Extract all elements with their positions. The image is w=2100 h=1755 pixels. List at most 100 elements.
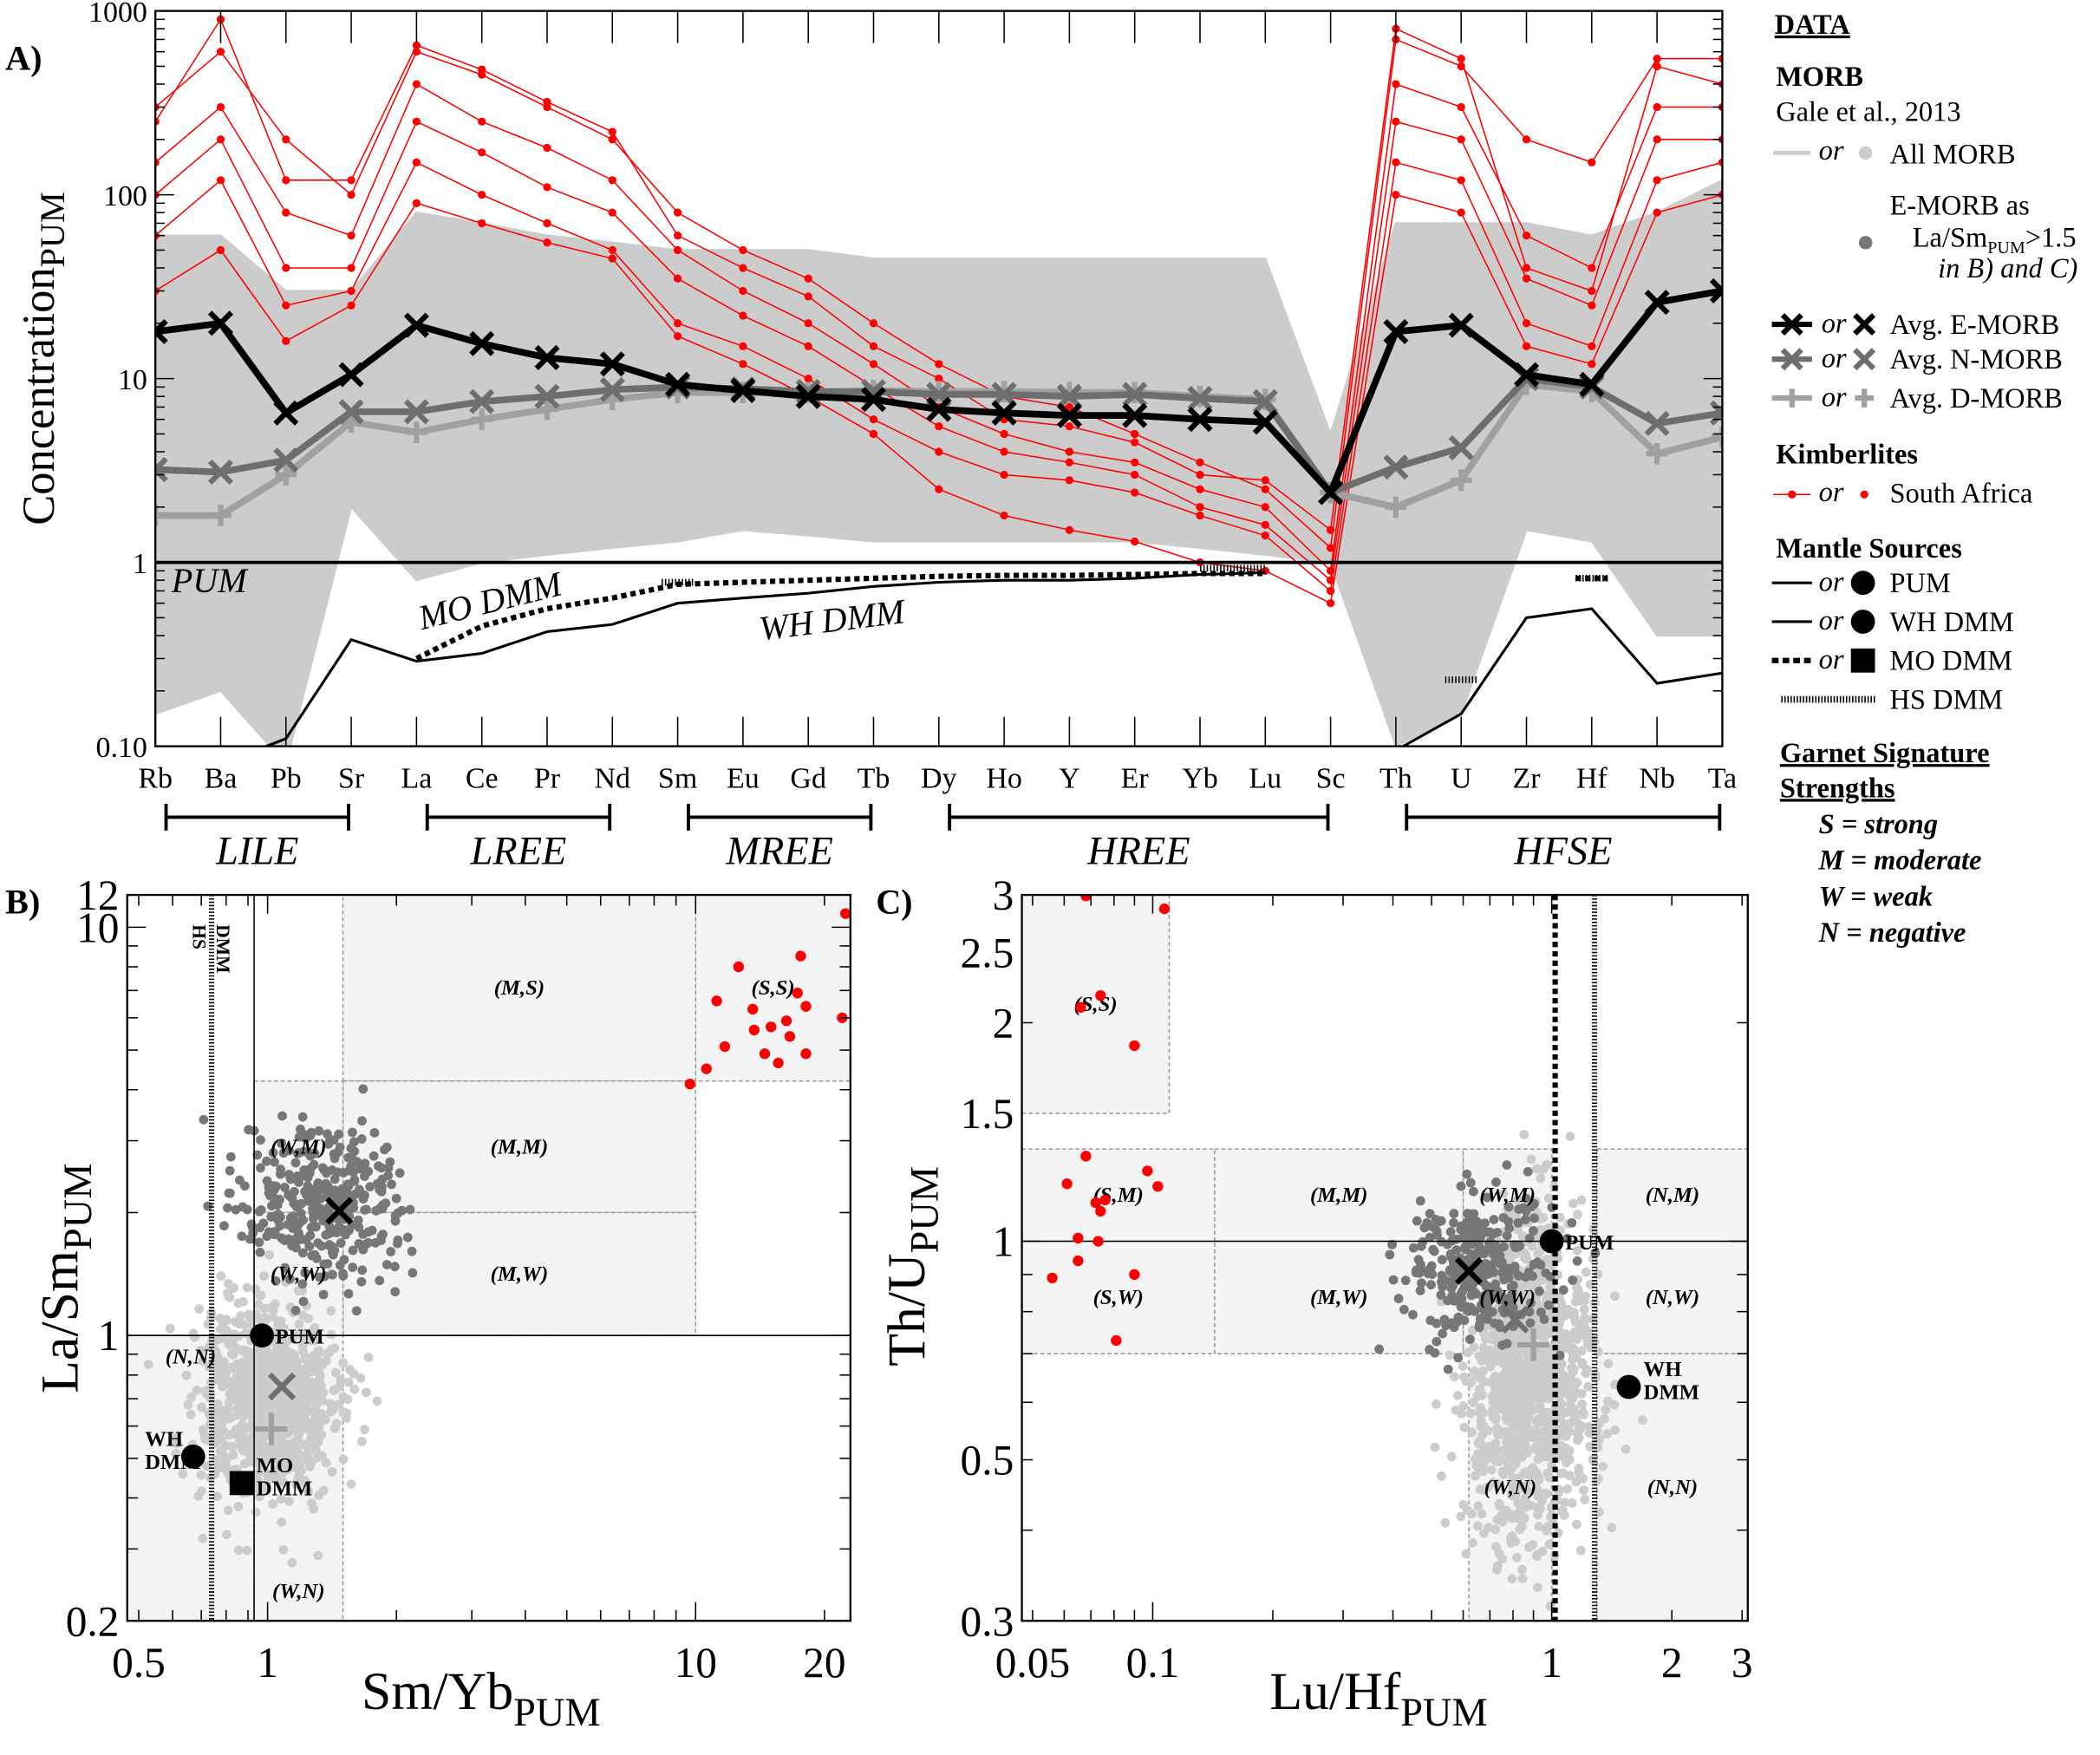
kimberlite-point (412, 117, 421, 126)
avg-dmorb-marker (1450, 469, 1472, 492)
kimberlite-point (1065, 458, 1074, 466)
morb-point (251, 1387, 260, 1398)
emorb-point (1524, 1233, 1535, 1243)
avg-emorb-marker (534, 344, 560, 371)
avg-emorb-marker (1383, 318, 1409, 345)
panel-b-scatter: (S,S) (M,S) (M,M) (M,W) (W,M) (W,W) (N,N) (W,N)… (66, 871, 852, 1686)
emorb-point (1506, 1282, 1516, 1292)
morb-point (242, 1381, 252, 1392)
x-tick-label: 10 (675, 1639, 717, 1686)
kimberlite-point (673, 332, 682, 341)
morb-point (330, 1385, 340, 1395)
emorb-point (1476, 1232, 1485, 1243)
morb-point (1481, 1354, 1491, 1364)
morb-point (1526, 1500, 1536, 1510)
kimberlite-point (869, 415, 878, 424)
morb-point (1638, 1415, 1647, 1426)
morb-point (1542, 1407, 1553, 1418)
morb-point (232, 1404, 242, 1414)
kimberlite-point (935, 374, 943, 383)
panel-a-ylabel: ConcentrationPUM (14, 192, 72, 525)
emorb-point (203, 1201, 213, 1211)
kimberlite-point (673, 274, 682, 283)
legend-or: or (1819, 135, 1844, 166)
plot-frame (126, 893, 852, 1622)
kimberlite-point (1261, 532, 1269, 540)
element-label-rb: Rb (138, 763, 173, 795)
emorb-point (335, 1260, 345, 1270)
morb-point (1595, 1433, 1605, 1444)
emorb-point (380, 1145, 389, 1155)
morb-point (313, 1550, 323, 1561)
morb-point (1451, 1405, 1461, 1415)
kimberlite-point (1131, 438, 1139, 447)
emorb-point (290, 1305, 301, 1315)
kimberlite-point (1095, 989, 1106, 1001)
morb-point (1473, 1449, 1484, 1459)
morb-point (355, 1373, 366, 1383)
kimberlite-point (1588, 301, 1596, 310)
morb-point (1522, 1254, 1532, 1264)
region-label: (W,N) (272, 1580, 325, 1603)
emorb-point (397, 1205, 407, 1216)
kimberlite-point (701, 1063, 712, 1074)
morb-point (1463, 1505, 1472, 1516)
morb-point (221, 1453, 232, 1464)
emorb-point (254, 1206, 264, 1217)
kimberlite-point (1522, 135, 1531, 144)
emorb-point (363, 1227, 374, 1237)
morb-point (1529, 1370, 1539, 1380)
plot-frame (1021, 893, 1749, 1622)
emorb-point (1414, 1268, 1425, 1278)
morb-point (1555, 1468, 1566, 1478)
morb-point (326, 1329, 336, 1340)
morb-point (1588, 1314, 1598, 1324)
morb-point (278, 1478, 289, 1487)
morb-point (1556, 1359, 1567, 1369)
emorb-point (1387, 1239, 1397, 1249)
legend-emorb-note: in B) and C) (1938, 253, 2077, 284)
morb-point (275, 1462, 285, 1472)
emorb-point (1504, 1223, 1515, 1233)
morb-point (1522, 1285, 1532, 1295)
element-label-ba: Ba (205, 763, 238, 795)
element-label-er: Er (1121, 763, 1150, 795)
y-tick-label: 2 (993, 999, 1014, 1047)
emorb-point (290, 1158, 301, 1168)
emorb-point (1558, 1285, 1568, 1295)
kimberlite-point (1653, 62, 1661, 71)
morb-point (255, 1433, 265, 1444)
panel-c-ylabel: Th/UPUM (877, 1166, 947, 1367)
emorb-point (295, 1217, 305, 1228)
morb-point (338, 1358, 348, 1368)
pum-label: PUM (276, 1325, 324, 1348)
morb-point (296, 1439, 306, 1449)
emorb-point (252, 1150, 263, 1160)
morb-point (1536, 1173, 1546, 1184)
morb-point (262, 1314, 272, 1324)
mo-dmm-label: DMM (257, 1477, 312, 1500)
morb-point (294, 1319, 304, 1329)
morb-point (268, 1305, 278, 1315)
hs-dmm-label: HS (188, 924, 209, 949)
emorb-point (386, 1247, 396, 1256)
morb-point (238, 1296, 248, 1307)
morb-point (186, 1392, 197, 1402)
wh-dmm-label: WH (1644, 1358, 1682, 1381)
morb-point (1498, 1188, 1509, 1198)
kimberlite-point (282, 264, 290, 272)
morb-point (263, 1475, 273, 1485)
kimberlite-point (1131, 537, 1139, 546)
emorb-point (346, 1143, 356, 1153)
morb-point (234, 1319, 245, 1329)
morb-point (1430, 1442, 1440, 1452)
morb-point (198, 1356, 208, 1366)
emorb-point (1543, 1300, 1554, 1310)
morb-point (327, 1467, 337, 1477)
emorb-point (284, 1170, 294, 1179)
morb-point (1576, 1346, 1587, 1356)
morb-point (1490, 1456, 1501, 1465)
emorb-point (306, 1127, 316, 1138)
element-label-y: Y (1059, 763, 1080, 795)
emorb-point (348, 1245, 358, 1256)
